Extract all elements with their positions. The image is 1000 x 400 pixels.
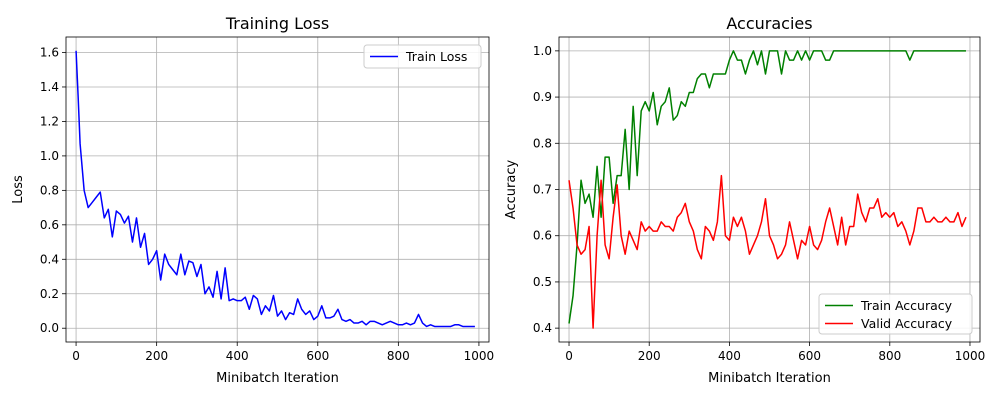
y-axis-label: Accuracy bbox=[504, 160, 519, 220]
x-tick-label: 200 bbox=[145, 349, 168, 363]
legend-label-1: Valid Accuracy bbox=[861, 316, 953, 331]
series-line-1 bbox=[568, 174, 967, 329]
y-tick-label: 0.6 bbox=[533, 229, 552, 243]
subplot-1: 0 200 400 600 800 1000 0.4 0.5 0.6 0.7 0.8 0.9 1.0 Ac… bbox=[504, 14, 985, 386]
legend-box bbox=[818, 293, 973, 335]
y-tick-label: 0.8 bbox=[533, 136, 552, 150]
x-axis-label: Minibatch Iteration bbox=[216, 371, 339, 386]
series-line-0 bbox=[75, 50, 475, 328]
legend-box bbox=[363, 44, 482, 69]
y-axis-label: Loss bbox=[11, 175, 26, 204]
x-tick-label: 0 bbox=[72, 349, 80, 363]
y-tick-label: 1.2 bbox=[40, 114, 59, 128]
chart-title: Accuracies bbox=[726, 14, 812, 33]
y-tick-label: 0.0 bbox=[40, 321, 59, 335]
y-tick-label: 0.2 bbox=[40, 287, 59, 301]
x-axis-label: Minibatch Iteration bbox=[708, 371, 831, 386]
series-line-0 bbox=[568, 50, 966, 324]
x-tick-label: 800 bbox=[387, 349, 410, 363]
y-tick-label: 0.5 bbox=[533, 275, 552, 289]
legend: Train Loss bbox=[363, 44, 482, 69]
x-tick-label: 1000 bbox=[955, 349, 986, 363]
legend-label-0: Train Accuracy bbox=[860, 298, 953, 313]
y-tick-label: 0.4 bbox=[40, 252, 59, 266]
y-tick-label: 1.0 bbox=[40, 149, 59, 163]
chart-title: Training Loss bbox=[225, 14, 329, 33]
x-tick-label: 800 bbox=[878, 349, 901, 363]
y-tick-label: 1.0 bbox=[533, 44, 552, 58]
subplot-0: 0 200 400 600 800 1000 0.0 0.2 0.4 0.6 0.8 1.0 1.2 1.… bbox=[11, 14, 494, 386]
y-tick-label: 1.6 bbox=[40, 46, 59, 60]
x-tick-label: 1000 bbox=[464, 349, 495, 363]
x-tick-label: 600 bbox=[306, 349, 329, 363]
x-tick-label: 400 bbox=[718, 349, 741, 363]
y-tick-label: 0.9 bbox=[533, 90, 552, 104]
y-tick-label: 0.6 bbox=[40, 218, 59, 232]
y-tick-label: 1.4 bbox=[40, 80, 59, 94]
x-tick-label: 0 bbox=[565, 349, 573, 363]
legend: Train Accuracy Valid Accuracy bbox=[818, 293, 973, 335]
y-tick-label: 0.8 bbox=[40, 183, 59, 197]
axes-frame bbox=[65, 36, 490, 343]
x-tick-label: 400 bbox=[226, 349, 249, 363]
legend-label-0: Train Loss bbox=[405, 49, 467, 64]
y-tick-label: 0.7 bbox=[533, 183, 552, 197]
x-tick-label: 600 bbox=[798, 349, 821, 363]
y-tick-label: 0.4 bbox=[533, 321, 552, 335]
x-tick-label: 200 bbox=[638, 349, 661, 363]
